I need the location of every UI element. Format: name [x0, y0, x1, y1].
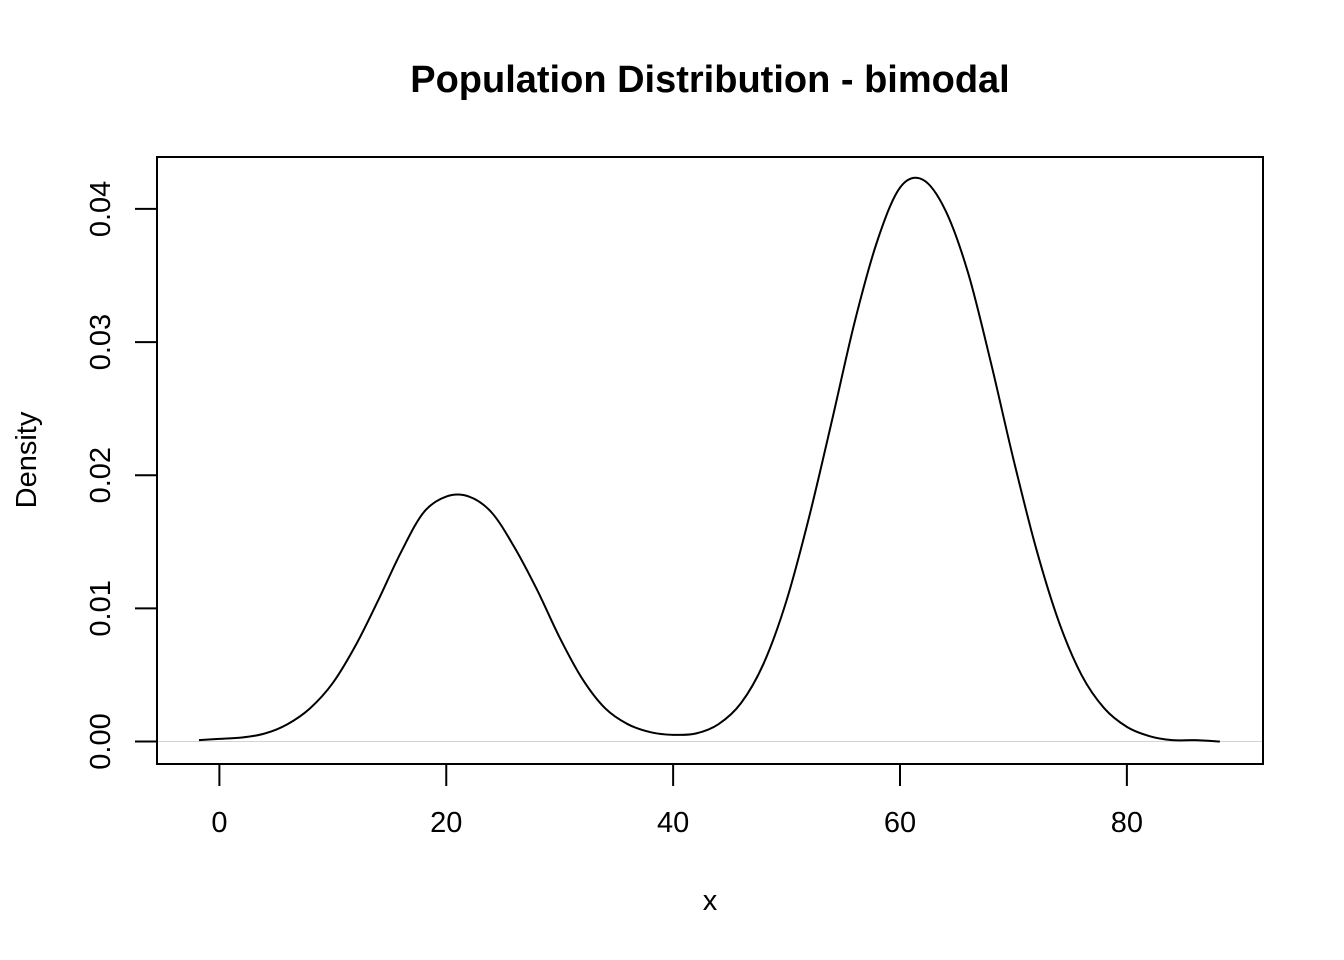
y-tick-label: 0.01	[85, 580, 117, 636]
x-tick-label: 60	[884, 807, 916, 839]
y-axis-label: Density	[11, 411, 43, 508]
x-axis: 0 20 40 60 80	[211, 763, 1143, 839]
y-axis: 0.00 0.01 0.02 0.03 0.04	[85, 181, 158, 770]
y-tick-label: 0.02	[85, 447, 117, 503]
y-tick-label: 0.04	[85, 181, 117, 237]
y-tick-label: 0.00	[85, 713, 117, 769]
x-tick-label: 80	[1111, 807, 1143, 839]
chart-title: Population Distribution - bimodal	[410, 59, 1010, 101]
x-tick-label: 20	[430, 807, 462, 839]
x-tick-label: 0	[211, 807, 227, 839]
x-axis-label: x	[703, 885, 718, 917]
density-curve	[198, 176, 1220, 743]
y-tick-label: 0.03	[85, 314, 117, 370]
plot-frame	[156, 156, 1264, 765]
x-tick-label: 40	[657, 807, 689, 839]
